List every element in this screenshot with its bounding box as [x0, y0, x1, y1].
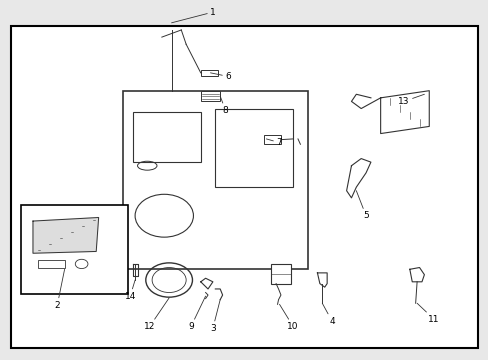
Text: 1: 1 — [171, 8, 215, 23]
Text: 12: 12 — [143, 298, 169, 331]
Bar — [201, 91, 220, 102]
Text: 14: 14 — [124, 280, 136, 301]
Bar — [21, 205, 127, 294]
Bar — [201, 70, 217, 76]
Text: 13: 13 — [398, 94, 424, 106]
Text: 4: 4 — [322, 303, 334, 325]
Text: 7: 7 — [266, 138, 281, 147]
Polygon shape — [33, 217, 99, 253]
Bar — [38, 260, 64, 267]
Text: 5: 5 — [356, 191, 368, 220]
Polygon shape — [380, 91, 428, 134]
Bar — [215, 109, 292, 187]
Text: 9: 9 — [188, 296, 205, 331]
Bar — [122, 91, 307, 269]
Text: 3: 3 — [209, 300, 220, 333]
Bar — [264, 135, 281, 144]
Text: 10: 10 — [279, 304, 298, 331]
Bar — [132, 112, 201, 162]
Text: 11: 11 — [416, 303, 439, 324]
Bar — [271, 264, 290, 284]
Text: 6: 6 — [210, 72, 230, 81]
Text: 8: 8 — [220, 96, 228, 115]
Text: 2: 2 — [54, 269, 64, 310]
